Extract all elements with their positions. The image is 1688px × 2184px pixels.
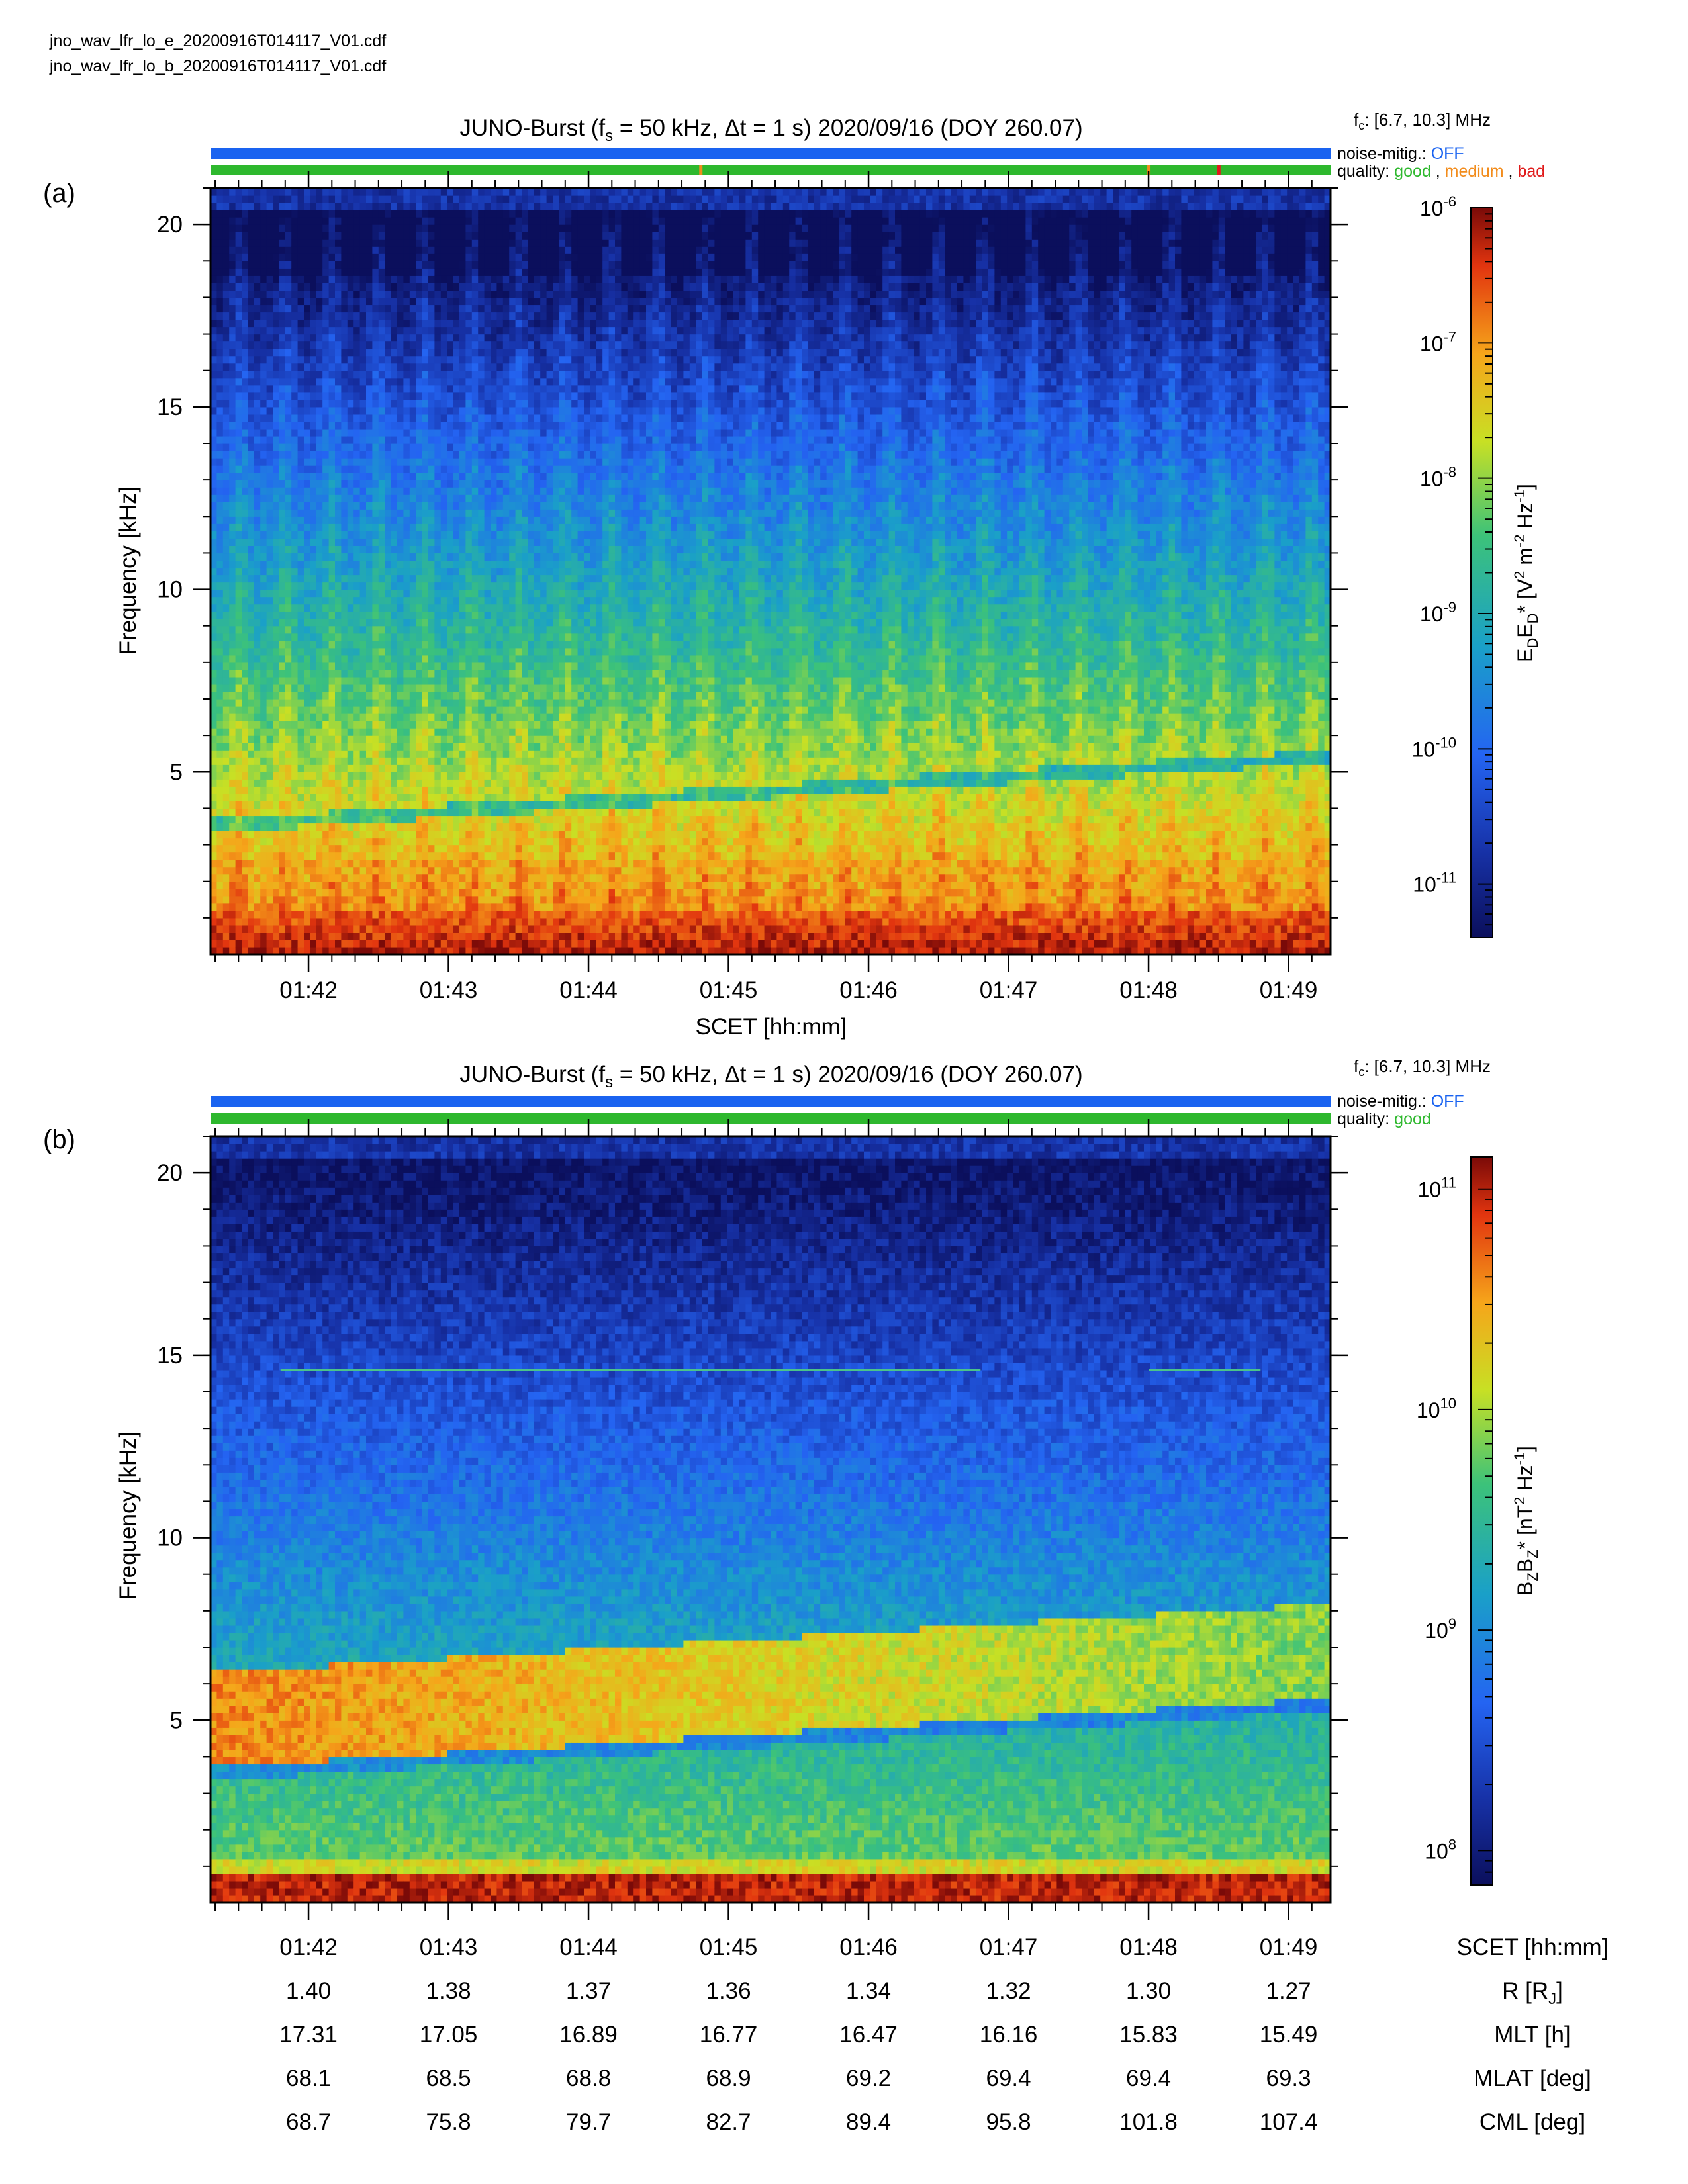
panel-a-ylabel: Frequency [kHz] [115, 486, 141, 655]
panel-a-title: JUNO-Burst (fs = 50 kHz, Δt = 1 s) 2020/… [459, 115, 1082, 145]
panel-a-noise-label: noise-mitig.: OFF [1337, 144, 1464, 163]
file-name-e: jno_wav_lfr_lo_e_20200916T014117_V01.cdf [49, 32, 386, 50]
panel-a-colorbar-label: EDED* [V2 m-2 Hz-1] [1511, 484, 1541, 662]
panel-a-xlabel: SCET [hh:mm] [696, 1014, 847, 1040]
panel-b-noise-label: noise-mitig.: OFF [1337, 1092, 1464, 1111]
panel-b-quality-label: quality: good [1337, 1110, 1431, 1128]
ephemeris-table: 01:42 01:43 01:44 01:45 01:46 01:47 01:48 01:49… [279, 1934, 1608, 2135]
panel-b-quality-bar [211, 1113, 1331, 1124]
panel-b-label: (b) [43, 1125, 75, 1154]
panel-a-fc: fc: [6.7, 10.3] MHz [1354, 110, 1491, 132]
panel-b-noise-bar [211, 1096, 1331, 1107]
panel-b-title: JUNO-Burst (fs = 50 kHz, Δt = 1 s) 2020/… [459, 1062, 1082, 1091]
panel-a-noise-bar [211, 148, 1331, 159]
panel-b-spectrogram [211, 1136, 1331, 1903]
panel-a-quality-marks [699, 165, 1221, 175]
panel-b-colorbar [1470, 1156, 1493, 1886]
file-name-b: jno_wav_lfr_lo_b_20200916T014117_V01.cdf [49, 57, 386, 75]
panel-a-colorbar-ticks: 10-610-710-810-910-1010-11 [1412, 193, 1493, 938]
panel-b-fc: fc: [6.7, 10.3] MHz [1354, 1056, 1491, 1079]
panel-a-spectrogram [211, 188, 1331, 955]
panel-b-ylabel: Frequency [kHz] [115, 1432, 141, 1600]
panel-a-quality-bar [211, 165, 1331, 175]
panel-b: (b) JUNO-Burst (fs = 50 kHz, Δt = 1 s) 2… [43, 1056, 1541, 1920]
panel-a-axes: 01:42 01:43 01:44 01:45 01:46 01:47 01:48 01:49… [157, 171, 1348, 1003]
panel-b-colorbar-label: BZBZ* [nT2 Hz-1] [1511, 1446, 1541, 1596]
panel-a-quality-label: quality: good , medium , bad [1337, 162, 1545, 181]
panel-a-label: (a) [43, 179, 75, 208]
panel-a: (a) JUNO-Burst (fs = 50 kHz, Δt = 1 s) 2… [43, 110, 1545, 1040]
